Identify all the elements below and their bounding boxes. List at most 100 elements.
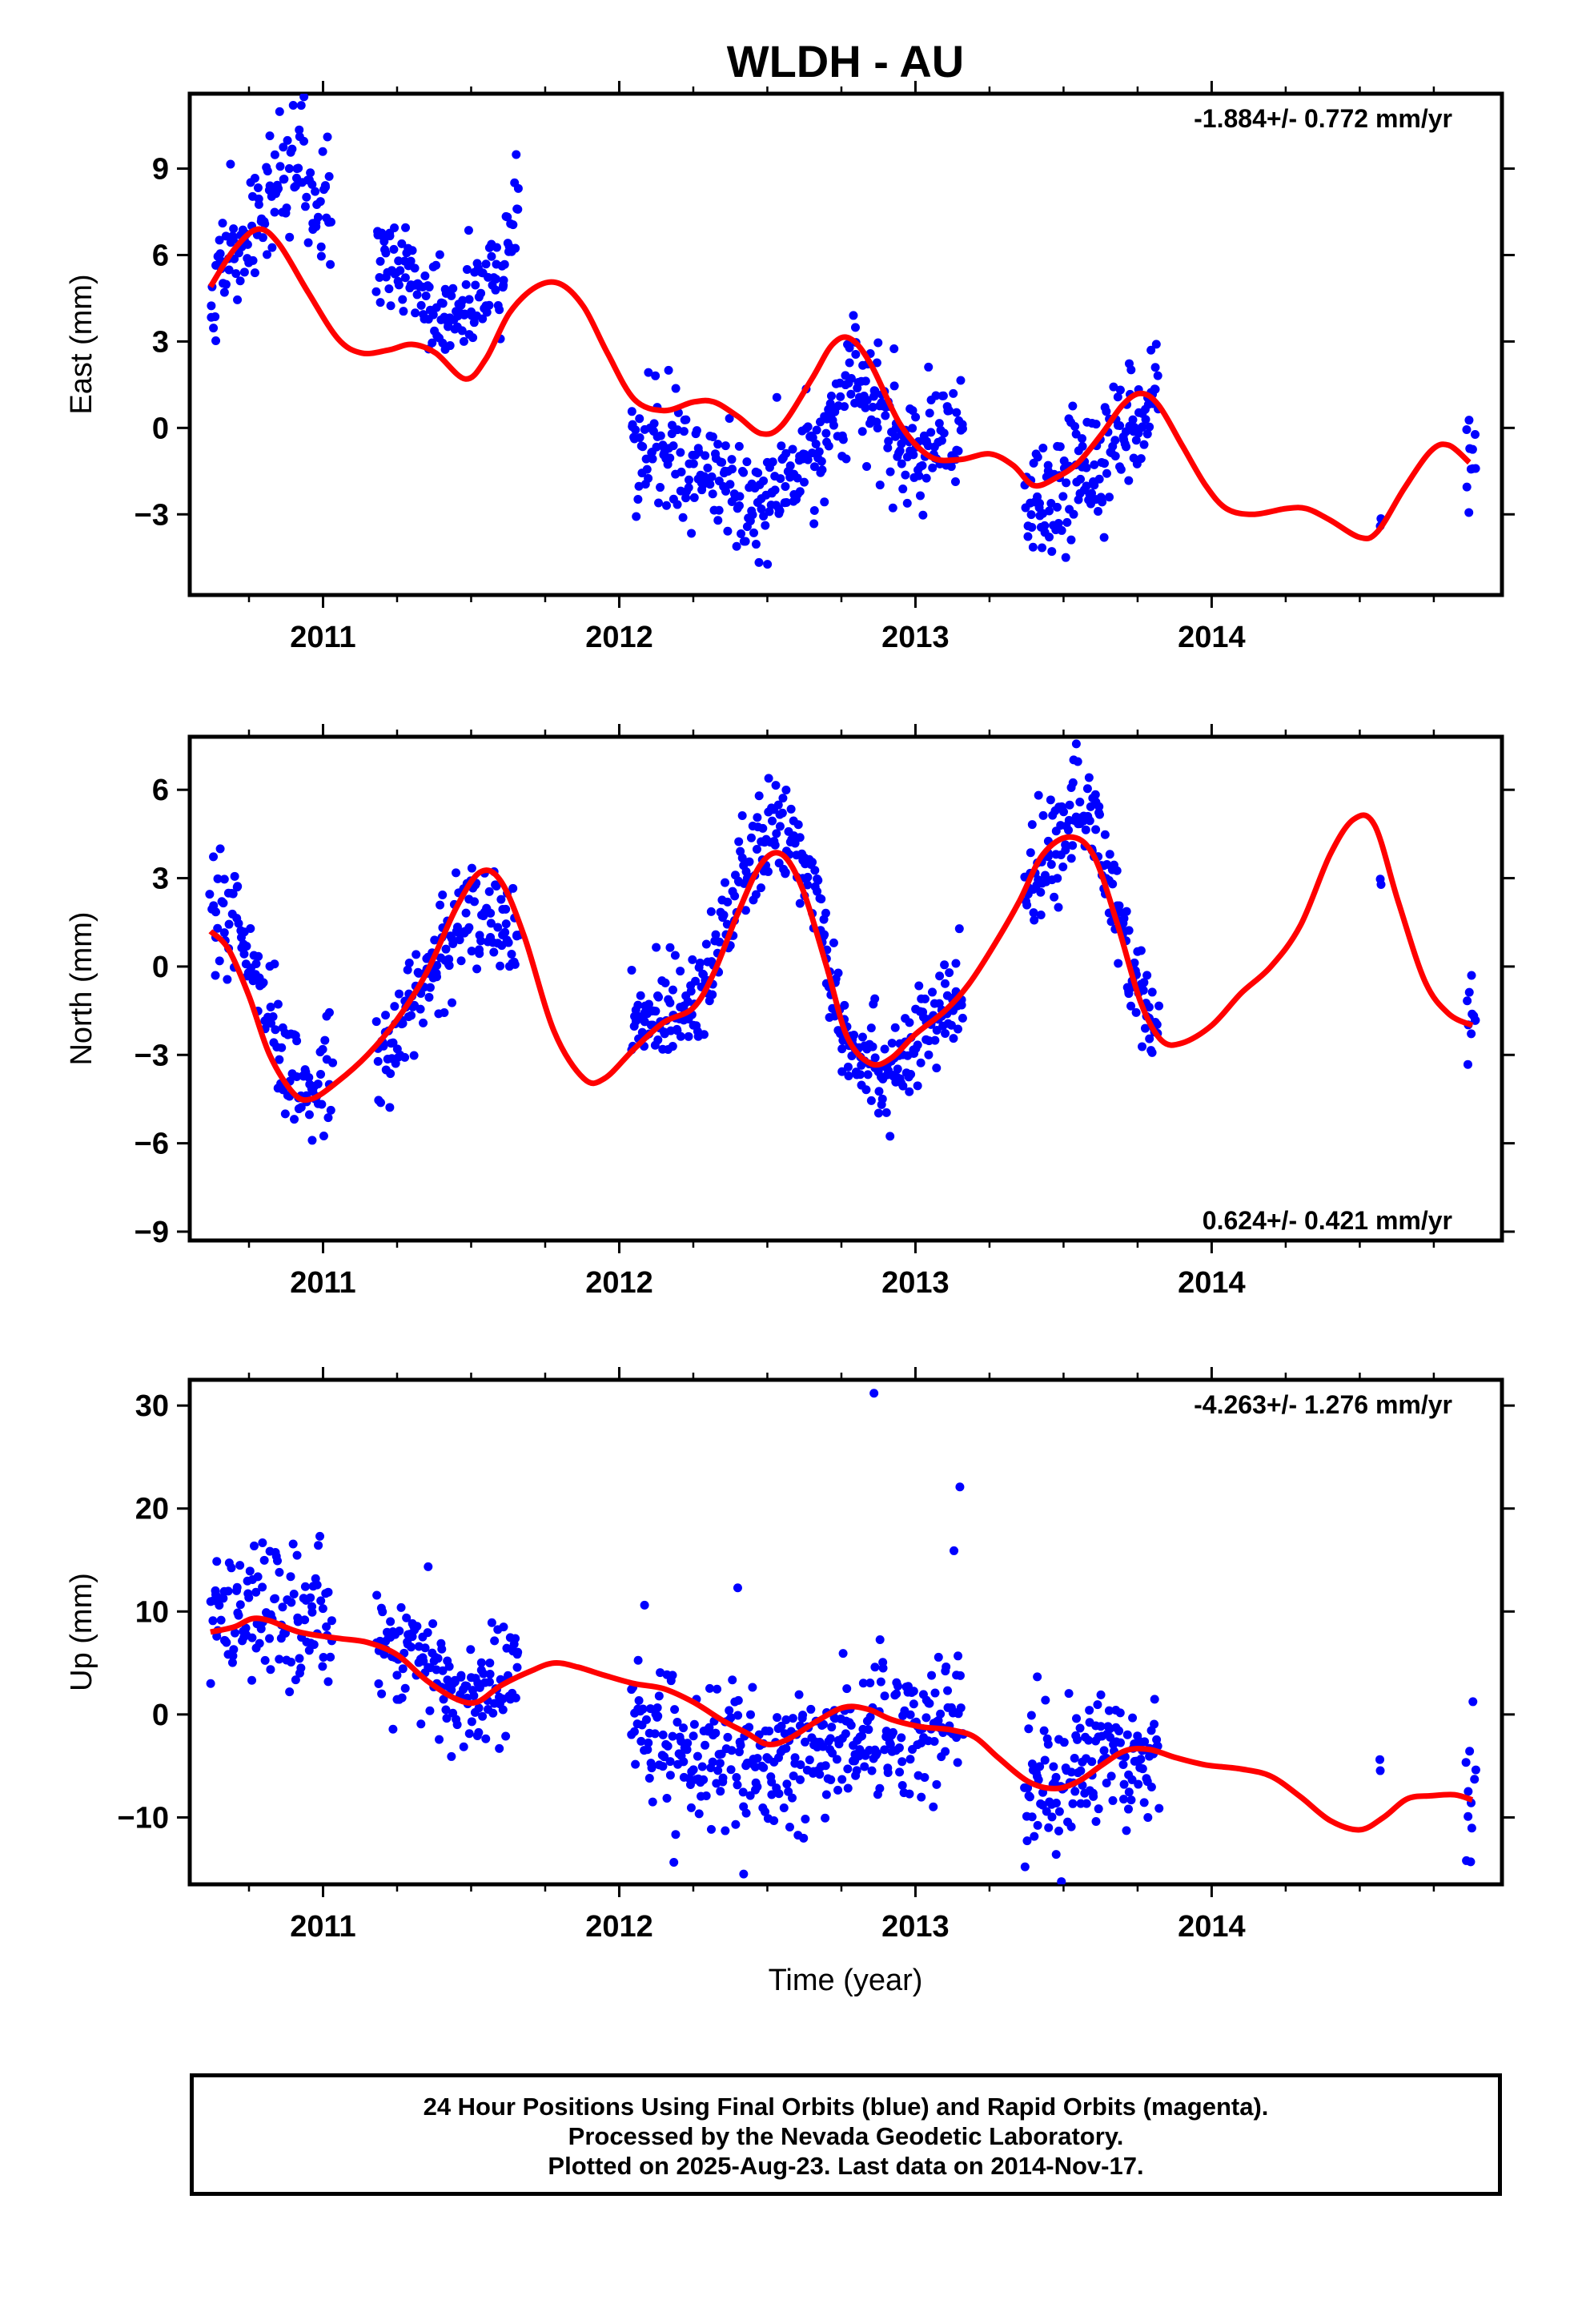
data-point: [781, 482, 790, 492]
data-point: [897, 439, 906, 448]
data-point: [753, 468, 763, 478]
data-point: [441, 1705, 451, 1715]
data-point: [867, 1766, 877, 1775]
data-point: [913, 1040, 922, 1050]
data-point: [1113, 392, 1122, 402]
data-point: [670, 1705, 680, 1715]
data-point: [746, 833, 756, 842]
data-point: [707, 472, 717, 481]
data-point: [1091, 1816, 1101, 1826]
data-point: [487, 1618, 496, 1627]
data-point: [1147, 987, 1157, 997]
data-point: [263, 167, 272, 176]
data-point: [1087, 489, 1097, 498]
data-point: [883, 443, 893, 452]
data-point: [270, 207, 279, 217]
data-point: [482, 308, 492, 317]
x-tick-label: 2013: [881, 1910, 950, 1944]
data-point: [633, 1000, 643, 1010]
data-point: [1464, 508, 1474, 517]
data-point: [754, 557, 764, 567]
data-point: [275, 1655, 284, 1664]
data-point: [821, 1761, 830, 1771]
data-point: [825, 1734, 835, 1743]
data-point: [302, 192, 311, 202]
data-points: [207, 94, 1480, 569]
data-point: [1027, 820, 1037, 830]
data-point: [459, 1742, 468, 1751]
data-point: [226, 159, 235, 169]
data-point: [833, 968, 843, 978]
data-point: [758, 823, 768, 833]
y-tick-label: 10: [135, 1595, 169, 1629]
data-point: [833, 1785, 843, 1795]
data-point: [275, 1567, 284, 1577]
data-point: [398, 295, 408, 304]
data-point: [428, 338, 437, 348]
data-point: [1131, 436, 1141, 445]
data-point: [921, 473, 931, 483]
data-point: [275, 1055, 284, 1064]
data-point: [1139, 440, 1149, 449]
data-point: [211, 312, 220, 321]
data-point: [932, 1779, 942, 1789]
y-tick-label: −6: [135, 1128, 169, 1161]
data-point: [793, 473, 802, 483]
data-point: [1462, 1856, 1472, 1865]
data-point: [266, 1665, 275, 1675]
data-point: [498, 1705, 508, 1715]
data-point: [1106, 1771, 1116, 1781]
data-point: [1085, 1706, 1094, 1715]
data-point: [797, 1713, 807, 1723]
data-point: [1471, 1765, 1480, 1775]
data-point: [328, 1058, 338, 1068]
data-point: [228, 889, 238, 899]
data-point: [806, 1704, 816, 1714]
data-point: [1136, 1755, 1146, 1764]
data-point: [1102, 1779, 1111, 1788]
data-point: [739, 468, 749, 477]
data-point: [857, 1731, 867, 1741]
data-point: [781, 497, 791, 507]
data-point: [403, 965, 412, 975]
data-point: [795, 487, 805, 497]
data-point: [445, 341, 455, 351]
data-point: [1066, 1822, 1076, 1831]
data-point: [821, 908, 830, 918]
data-point: [1058, 862, 1068, 871]
data-point: [788, 1793, 797, 1803]
y-tick-label: −9: [135, 1216, 169, 1249]
data-point: [1146, 345, 1156, 355]
data-point: [813, 887, 822, 896]
data-point: [271, 1025, 280, 1035]
data-point: [507, 950, 516, 959]
data-point: [950, 1546, 959, 1555]
data-point: [847, 1051, 857, 1060]
data-point: [719, 911, 729, 920]
data-point: [1081, 825, 1090, 834]
data-point: [627, 407, 636, 416]
data-point: [777, 808, 787, 818]
fit-curve: [208, 812, 1474, 1104]
data-point: [234, 1610, 243, 1620]
data-point: [708, 489, 717, 499]
data-point: [1038, 443, 1048, 452]
data-point: [920, 994, 930, 1003]
data-point: [1085, 816, 1094, 826]
data-point: [205, 890, 215, 899]
y-tick-label: 9: [152, 153, 169, 187]
data-point: [865, 1712, 875, 1722]
data-point: [644, 1773, 654, 1783]
data-point: [447, 291, 456, 300]
data-point: [663, 1741, 673, 1751]
data-point: [906, 1069, 916, 1079]
data-point: [1130, 958, 1139, 967]
data-point: [1102, 860, 1112, 870]
data-point: [268, 1012, 278, 1022]
data-point: [676, 967, 685, 976]
data-point: [765, 507, 774, 517]
data-point: [501, 904, 511, 914]
y-tick-label: 0: [152, 1699, 169, 1732]
data-point: [1046, 795, 1055, 805]
data-point: [1090, 480, 1099, 490]
